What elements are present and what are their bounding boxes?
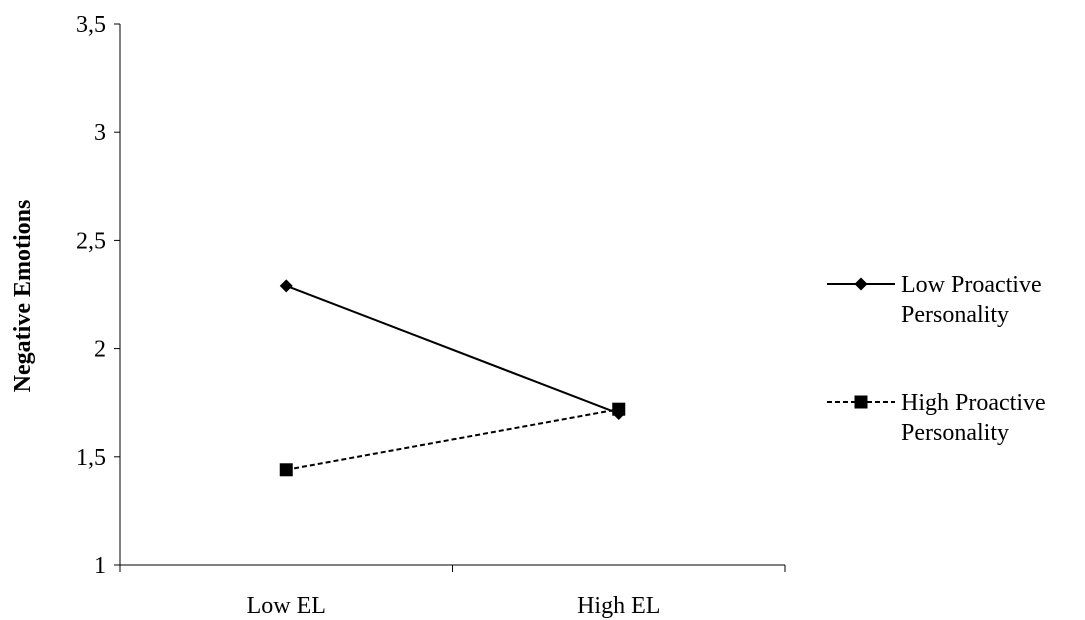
series-line-1 bbox=[285, 284, 620, 415]
y-axis-title: Negative Emotions bbox=[10, 200, 36, 393]
legend: Low Proactive Personality High Proactive Pe… bbox=[827, 272, 1046, 446]
legend-label-1: Personality bbox=[901, 302, 1009, 328]
series-2-point-1 bbox=[279, 463, 293, 477]
x-tick-label: High EL bbox=[577, 593, 660, 619]
y-tick-label: 1,5 bbox=[76, 445, 106, 471]
series-line-2 bbox=[286, 408, 619, 471]
y-tick-label: 3,5 bbox=[76, 12, 106, 38]
plot-area bbox=[279, 279, 626, 477]
y-tick-label: 3 bbox=[94, 120, 106, 146]
y-tick-label: 1 bbox=[94, 553, 106, 579]
series-1-point-1 bbox=[279, 279, 293, 293]
legend-marker-1 bbox=[854, 277, 868, 291]
x-tick-label: Low EL bbox=[247, 593, 326, 619]
legend-label-2: Personality bbox=[901, 420, 1009, 446]
legend-label-2: High Proactive bbox=[901, 390, 1046, 416]
legend-marker-2 bbox=[854, 395, 868, 409]
x-axis: Low EL High EL bbox=[119, 564, 786, 619]
legend-label-1: Low Proactive bbox=[901, 272, 1042, 298]
y-tick-label: 2,5 bbox=[76, 228, 106, 254]
y-axis: 1 1,5 2 2,5 3 3,5 bbox=[76, 12, 121, 579]
y-tick-label: 2 bbox=[94, 337, 106, 363]
series-2-point-2 bbox=[612, 402, 626, 416]
